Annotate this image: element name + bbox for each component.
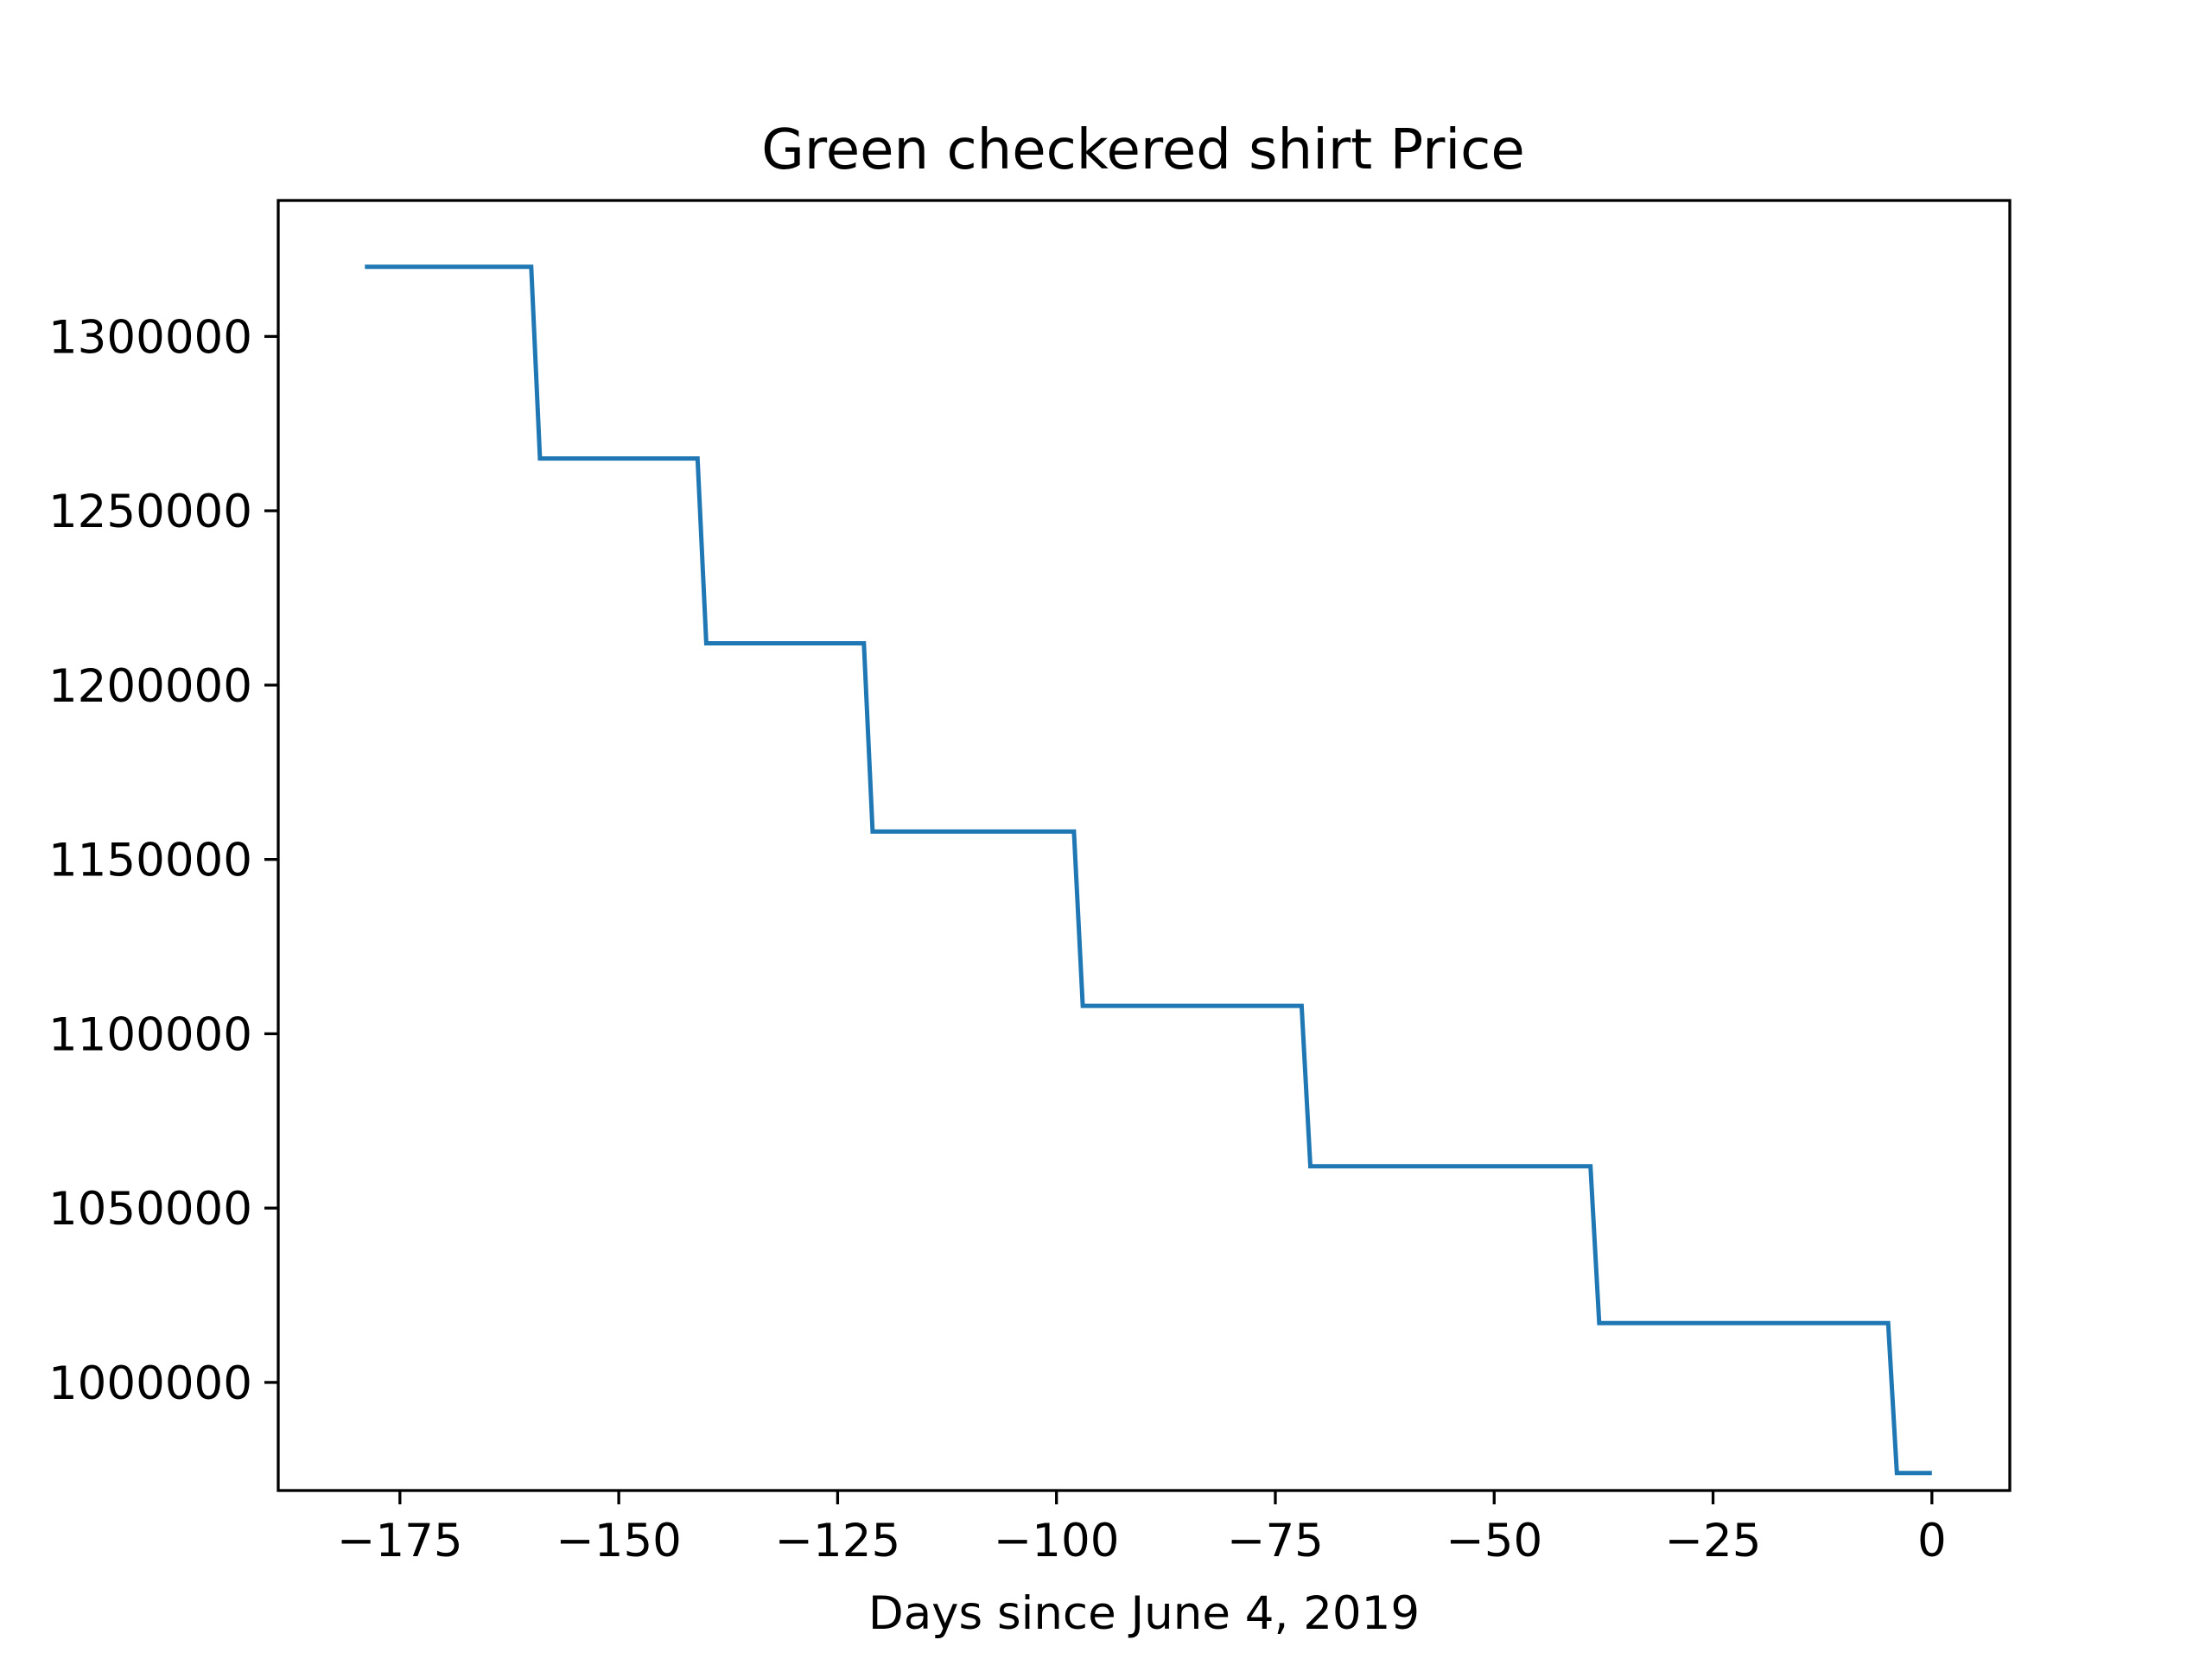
x-tick-label: −100 <box>994 1515 1120 1567</box>
y-tick-label: 1300000 <box>48 311 252 364</box>
y-tick-label: 1100000 <box>48 1008 252 1061</box>
x-tick-label: −25 <box>1665 1515 1762 1567</box>
x-tick-label: −75 <box>1227 1515 1324 1567</box>
y-tick-label: 1000000 <box>48 1357 252 1410</box>
series-line-0 <box>365 264 1932 1476</box>
axes-frame <box>276 199 2012 1492</box>
x-axis: −175 −150 −125 −100 −75 −50 −25 0 <box>337 1491 1947 1567</box>
y-tick-label: 1050000 <box>48 1183 252 1236</box>
x-tick-label: −125 <box>775 1515 901 1567</box>
x-tick-label: −50 <box>1446 1515 1542 1567</box>
x-tick-label: 0 <box>1917 1515 1947 1567</box>
plot-area <box>365 264 1932 1476</box>
y-tick-label: 1200000 <box>48 660 252 713</box>
x-tick-label: −175 <box>337 1515 463 1567</box>
x-tick-label: −150 <box>556 1515 682 1567</box>
x-axis-label: Days since June 4, 2019 <box>868 1587 1420 1640</box>
y-axis: 1000000 1050000 1100000 1150000 1200000 12500… <box>48 311 278 1410</box>
y-tick-label: 1250000 <box>48 486 252 538</box>
chart-title: Green checkered shirt Price <box>761 118 1524 182</box>
y-tick-label: 1150000 <box>48 835 252 887</box>
